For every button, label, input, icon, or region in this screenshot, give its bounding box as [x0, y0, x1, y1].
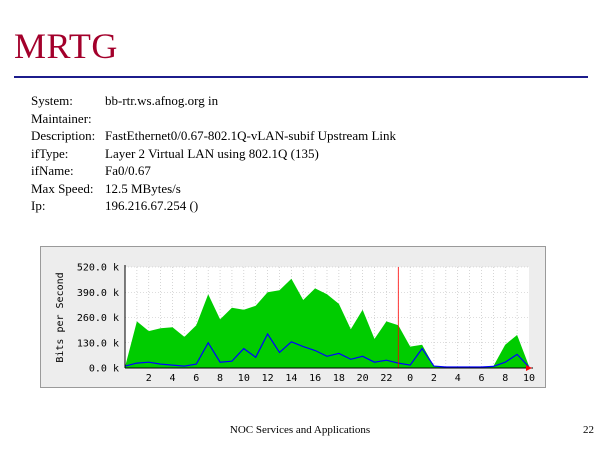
x-tick-label: 8	[217, 373, 223, 384]
series-out-line	[124, 332, 530, 368]
x-tick-label: 14	[285, 373, 297, 384]
y-tick-label: 520.0 k	[77, 263, 119, 274]
series-in-area	[125, 278, 529, 368]
x-tick-label: 10	[523, 373, 535, 384]
info-key: ifName:	[31, 163, 74, 178]
slide-footer: NOC Services and Applications	[229, 424, 371, 436]
interface-info: System: bb-rtr.ws.afnog.org in Maintainer…	[31, 92, 396, 215]
interface-info-table: System: bb-rtr.ws.afnog.org in Maintainer…	[31, 92, 396, 215]
info-row: Max Speed: 12.5 MBytes/s	[31, 180, 396, 198]
x-tick-label: 4	[170, 373, 176, 384]
info-value: 196.216.67.254 ()	[105, 198, 199, 213]
x-tick-label: 10	[238, 373, 250, 384]
traffic-graph-panel: 0.0 k 130.0 k 260.0 k 390.0 k 520.0 k 2 4 6 8 10 1…	[40, 246, 546, 388]
page-number: 22	[583, 424, 594, 436]
x-tick-label: 6	[193, 373, 199, 384]
info-key: ifType:	[31, 145, 69, 161]
x-tick-label: 6	[478, 373, 484, 384]
info-value	[105, 110, 396, 128]
y-tick-label: 130.0 k	[77, 338, 119, 349]
info-row: ifName: Fa0/0.67	[31, 162, 396, 180]
x-tick-label: 2	[146, 373, 152, 384]
x-tick-label: 20	[357, 373, 369, 384]
info-value: FastEthernet0/0.67-802.1Q-vLAN-subif Ups…	[105, 128, 397, 143]
info-row: Ip: 196.216.67.254 ()	[31, 197, 396, 215]
info-row: Description: FastEthernet0/0.67-802.1Q-vL…	[31, 127, 396, 145]
title-divider	[14, 76, 588, 78]
info-value: Layer 2 Virtual LAN using 802.1Q (135)	[105, 145, 319, 161]
info-key: Description:	[31, 128, 96, 143]
x-tick-label: 18	[333, 373, 345, 384]
info-value: bb-rtr.ws.afnog.org in	[105, 93, 219, 108]
now-marker	[526, 365, 532, 371]
info-key: Maintainer:	[31, 110, 92, 126]
y-tick-label: 390.0 k	[77, 288, 119, 299]
x-tick-label: 8	[502, 373, 508, 384]
x-tick-label: 2	[431, 373, 437, 384]
info-key: System:	[31, 93, 73, 108]
info-row: System: bb-rtr.ws.afnog.org in	[31, 92, 396, 110]
info-key: Ip:	[31, 198, 46, 213]
y-axis-label: Bits per Second	[55, 272, 66, 362]
y-tick-label: 0.0 k	[89, 364, 119, 375]
info-row: ifType: Layer 2 Virtual LAN using 802.1Q …	[31, 145, 396, 163]
info-value: Fa0/0.67	[105, 163, 151, 178]
x-tick-label: 4	[455, 373, 461, 384]
x-tick-label: 0	[407, 373, 413, 384]
x-tick-label: 22	[380, 373, 392, 384]
x-tick-label: 16	[309, 373, 321, 384]
page-title: MRTG	[14, 26, 118, 66]
info-value: 12.5 MBytes/s	[105, 180, 181, 196]
y-tick-label: 260.0 k	[77, 313, 119, 324]
info-key: Max Speed:	[31, 180, 94, 196]
x-tick-label: 12	[262, 373, 274, 384]
info-row: Maintainer:	[31, 110, 396, 128]
traffic-graph: 0.0 k 130.0 k 260.0 k 390.0 k 520.0 k 2 4 6 8 10 1…	[55, 263, 535, 385]
